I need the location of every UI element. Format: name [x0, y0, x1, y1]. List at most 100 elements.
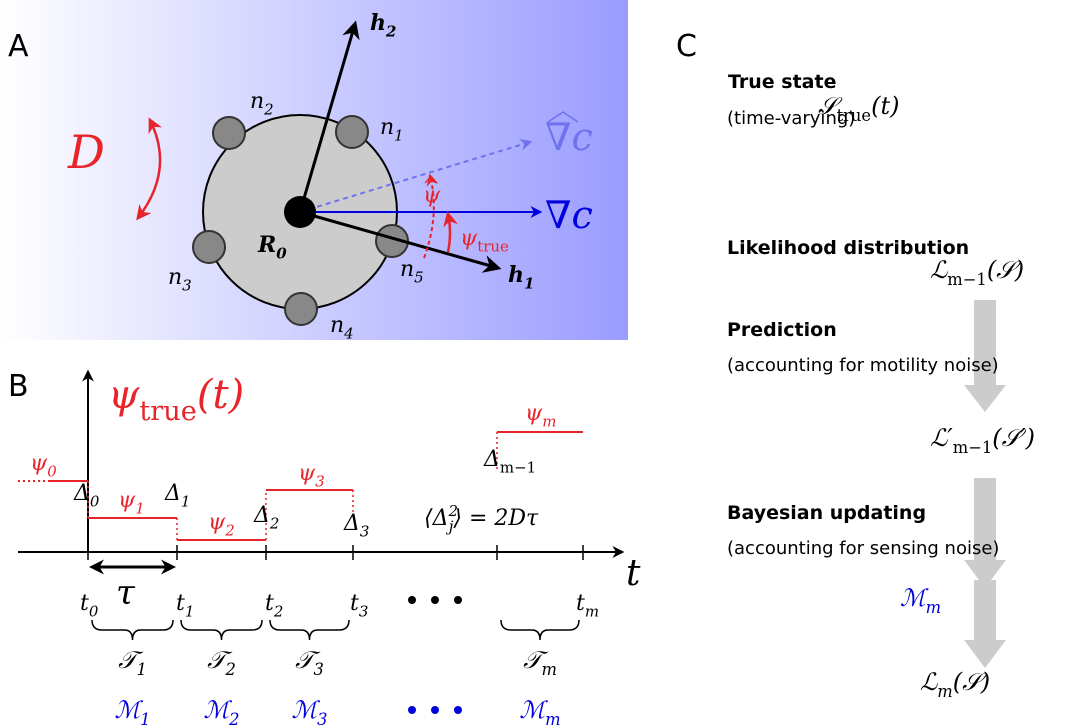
- math-part: t: [350, 591, 359, 616]
- math-part: ℳ: [291, 696, 320, 724]
- math-part: τ: [116, 573, 136, 613]
- receptor: [193, 231, 225, 263]
- math-part: t: [576, 591, 585, 616]
- math-part: n: [330, 313, 344, 338]
- math-label: ℒm−1(𝒮): [930, 256, 1024, 289]
- time-label: t1: [176, 591, 194, 621]
- math-label: ψtrue(t): [108, 372, 244, 427]
- math-part: t: [176, 591, 185, 616]
- psi-label: ψ3: [298, 461, 325, 491]
- dot: [408, 596, 416, 604]
- math-part: Δ: [343, 511, 360, 536]
- math-part: 0: [47, 463, 57, 481]
- math-part: ψ: [208, 510, 226, 535]
- math-part: t: [80, 591, 89, 616]
- math-part: 3: [317, 710, 327, 727]
- math-part: (t): [871, 92, 899, 120]
- math-label: ℳm: [900, 584, 941, 617]
- math-part: (𝒮′): [992, 424, 1035, 452]
- psi-label: ψ1: [118, 488, 145, 518]
- math-label: ℒ′m−1(𝒮′): [930, 424, 1035, 457]
- math-part: 2: [269, 515, 280, 533]
- step-note: (accounting for sensing noise): [727, 538, 999, 559]
- math-part: (𝒮): [953, 668, 990, 696]
- math-part: ∇c: [545, 193, 593, 237]
- math-part: n: [250, 89, 264, 114]
- math-part: ℒ′: [930, 424, 953, 452]
- interval-label: 𝒯m: [523, 646, 557, 679]
- math-part: Δ: [164, 481, 181, 506]
- brace: [270, 620, 349, 640]
- math-part: Δ: [253, 503, 270, 528]
- step-note: (accounting for motility noise): [727, 355, 999, 376]
- time-label: t2: [265, 591, 283, 621]
- math-part: (𝒮): [987, 256, 1024, 284]
- math-part: (t): [197, 372, 244, 418]
- measurement-label: ℳm: [519, 696, 560, 727]
- math-part: 1: [140, 710, 150, 727]
- math-part: true: [477, 238, 509, 256]
- math-part: ℳ: [203, 696, 232, 724]
- math-part: 0: [276, 245, 287, 263]
- math-part: 3: [315, 473, 325, 491]
- dot: [431, 596, 439, 604]
- math-part: 2: [263, 101, 274, 119]
- measurement-label: ℳ1: [114, 696, 150, 727]
- math-part: 5: [414, 269, 424, 287]
- math-part: true: [837, 106, 872, 125]
- dot: [408, 706, 416, 714]
- math-label: D: [67, 125, 105, 179]
- delta-label: Δ0: [73, 481, 100, 511]
- flow-arrow: [964, 478, 1006, 588]
- math-part: ∇c: [545, 115, 593, 159]
- psi-label: ψm: [525, 401, 556, 431]
- math-part: D: [67, 125, 105, 179]
- time-label: tm: [576, 591, 599, 621]
- ellipsis: [408, 596, 462, 604]
- delta-label: Δm−1: [483, 447, 536, 477]
- math-label: t: [626, 553, 641, 594]
- math-label: τ: [116, 573, 136, 613]
- math-part: m: [541, 660, 556, 679]
- math-part: n: [380, 115, 394, 140]
- math-part: ⟨Δ: [424, 506, 448, 531]
- math-part: m−1: [953, 438, 993, 457]
- interval-label: 𝒯2: [207, 646, 236, 679]
- math-part: m: [937, 682, 952, 701]
- math-part: m: [585, 603, 599, 621]
- dot: [431, 706, 439, 714]
- interval-label: 𝒯3: [295, 646, 324, 679]
- math-label: ∇c: [545, 115, 593, 159]
- receptor: [285, 293, 317, 325]
- math-part: ψ: [108, 372, 140, 418]
- math-part: 1: [394, 127, 404, 145]
- math-part: 2: [228, 710, 239, 727]
- braces: [92, 620, 579, 640]
- time-label: t0: [80, 591, 99, 621]
- math-part: m−1: [500, 459, 536, 477]
- math-part: 2: [273, 603, 284, 621]
- math-part: 0: [90, 493, 100, 511]
- math-part: h: [370, 10, 386, 36]
- math-part: h: [508, 262, 524, 288]
- math-part: n: [168, 265, 182, 290]
- step-title: True state: [728, 71, 836, 93]
- math-part: Δ: [73, 481, 90, 506]
- math-part: t: [626, 553, 641, 594]
- math-part: ℳ: [519, 696, 548, 724]
- dot: [454, 596, 462, 604]
- figure: A B C True state (time-varying) Likeliho…: [0, 0, 1086, 727]
- math-part: ℳ: [900, 584, 929, 612]
- delta-label: Δ3: [343, 511, 369, 541]
- math-part: ℒ: [920, 668, 938, 696]
- step-title: Prediction: [727, 319, 837, 341]
- math-part: 3: [182, 277, 192, 295]
- math-part: 4: [343, 325, 354, 343]
- math-part: 1: [137, 660, 147, 679]
- math-part: ψ: [298, 461, 316, 486]
- brace: [501, 620, 579, 640]
- delta-label: Δ1: [164, 481, 190, 511]
- math-part: ψ: [423, 183, 441, 208]
- math-part: m: [926, 598, 941, 617]
- dot: [454, 706, 462, 714]
